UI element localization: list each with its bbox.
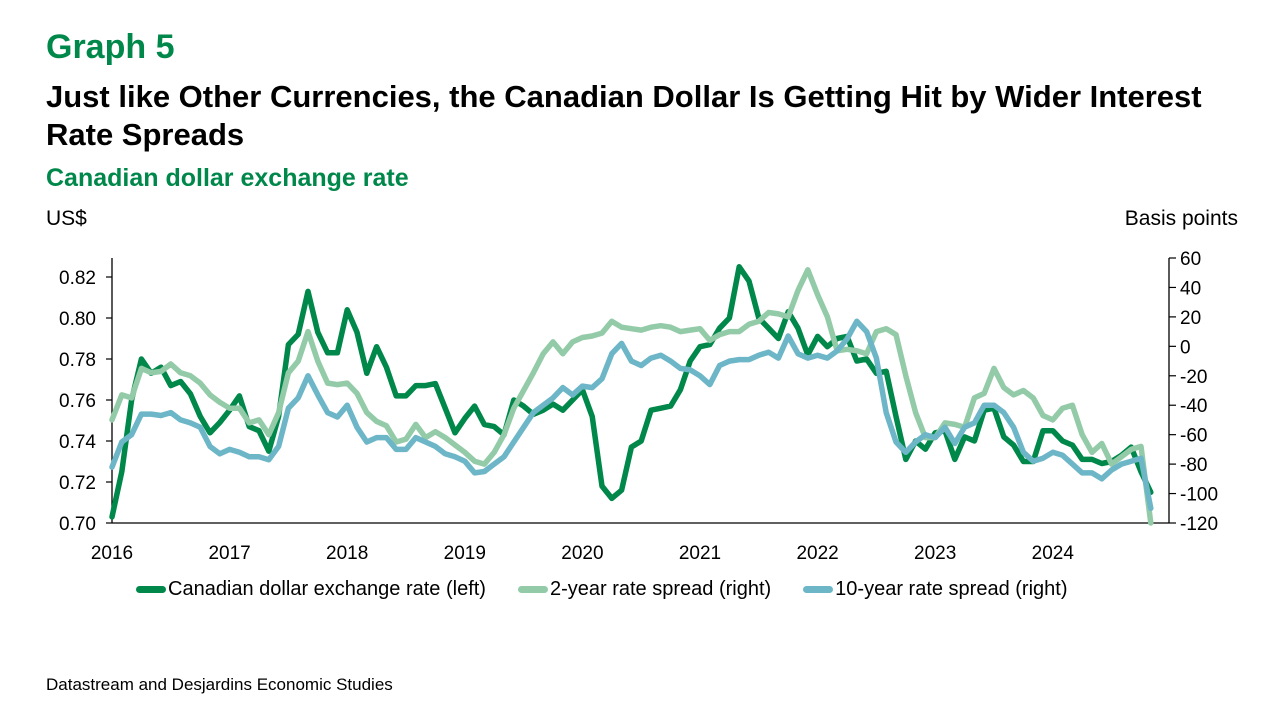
series-line-2y-spread — [109, 267, 1154, 526]
legend-item: 2-year rate spread (right) — [517, 578, 772, 601]
right-axis-unit: Basis points — [1124, 207, 1238, 230]
legend: Canadian dollar exchange rate (left) 2-ye… — [136, 578, 1100, 601]
legend-label: 2-year rate spread (right) — [549, 578, 772, 600]
chart-subtitle: Canadian dollar exchange rate — [46, 164, 409, 192]
graph-label: Graph 5 — [46, 28, 175, 66]
left-tick-label: 0.70 — [59, 514, 96, 535]
legend-swatch — [136, 586, 166, 593]
right-tick-label: 20 — [1180, 308, 1201, 329]
right-tick-label: 60 — [1180, 249, 1201, 270]
legend-label: Canadian dollar exchange rate (left) — [168, 578, 486, 600]
left-axis-unit: US$ — [46, 207, 87, 230]
x-tick-label: 2023 — [914, 543, 956, 564]
x-tick-label: 2016 — [91, 543, 133, 564]
left-tick-label: 0.72 — [59, 473, 96, 494]
series-line-10y-spread — [109, 318, 1154, 512]
right-tick-label: -100 — [1180, 485, 1218, 506]
right-tick-label: -60 — [1180, 426, 1207, 447]
legend-item: 10-year rate spread (right) — [803, 578, 1068, 601]
x-tick-label: 2017 — [208, 543, 250, 564]
x-tick-label: 2022 — [796, 543, 838, 564]
legend-swatch — [803, 586, 834, 593]
left-tick-label: 0.80 — [59, 309, 96, 330]
left-tick-label: 0.82 — [59, 268, 96, 289]
right-tick-label: -20 — [1180, 367, 1207, 388]
series-line-cad — [109, 264, 1154, 520]
right-tick-label: 0 — [1180, 337, 1191, 358]
source-note: Datastream and Desjardins Economic Studi… — [46, 675, 393, 694]
right-tick-label: -120 — [1180, 514, 1218, 535]
left-tick-label: 0.76 — [59, 391, 96, 412]
legend-label: 10-year rate spread (right) — [835, 578, 1068, 600]
right-tick-label: -40 — [1180, 396, 1207, 417]
legend-item: Canadian dollar exchange rate (left) — [136, 578, 486, 601]
x-tick-label: 2021 — [679, 543, 721, 564]
x-tick-label: 2018 — [326, 543, 368, 564]
right-tick-label: 40 — [1180, 278, 1201, 299]
chart-title: Just like Other Currencies, the Canadian… — [46, 79, 1202, 152]
right-tick-label: -80 — [1180, 455, 1207, 476]
left-tick-label: 0.74 — [59, 432, 96, 453]
x-tick-label: 2020 — [561, 543, 603, 564]
legend-swatch — [517, 586, 548, 593]
x-tick-label: 2019 — [444, 543, 486, 564]
x-tick-label: 2024 — [1032, 543, 1075, 564]
left-tick-label: 0.78 — [59, 350, 96, 371]
